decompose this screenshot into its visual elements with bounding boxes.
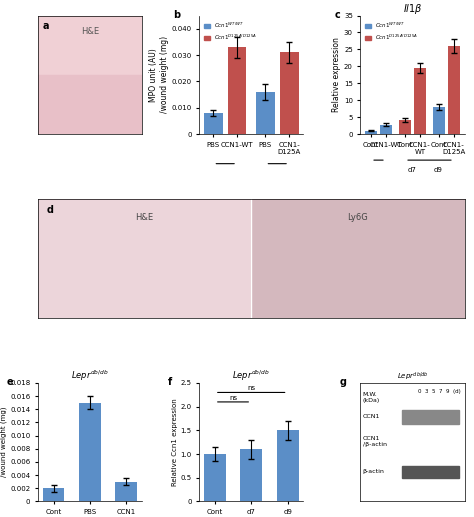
Text: 0  3  5  7  9  (d): 0 3 5 7 9 (d) <box>418 389 460 394</box>
Title: $Lepr^{db/db}$: $Lepr^{db/db}$ <box>71 369 109 383</box>
Bar <box>399 120 411 134</box>
Text: H&E: H&E <box>81 27 99 36</box>
Text: f: f <box>168 377 172 387</box>
Text: b: b <box>173 10 180 20</box>
Bar <box>256 92 275 134</box>
Y-axis label: MPO unit (AU)
/wound weight (mg): MPO unit (AU) /wound weight (mg) <box>149 36 169 113</box>
Bar <box>402 466 459 478</box>
Text: Ly6G: Ly6G <box>347 214 368 222</box>
Bar <box>433 107 445 134</box>
Bar <box>251 199 465 318</box>
Text: g: g <box>340 377 346 387</box>
Text: a: a <box>43 21 50 32</box>
Bar <box>448 46 460 134</box>
Bar <box>38 199 251 318</box>
Bar <box>115 482 137 501</box>
Bar <box>365 131 377 134</box>
Bar <box>277 430 299 501</box>
Legend: $Ccn1^{WT/WT}$, $Ccn1^{D125A/D125A}$: $Ccn1^{WT/WT}$, $Ccn1^{D125A/D125A}$ <box>363 18 420 44</box>
Bar <box>43 489 64 501</box>
Text: ns: ns <box>229 394 237 401</box>
Text: β-actin: β-actin <box>363 469 384 475</box>
Text: ns: ns <box>247 385 255 391</box>
Bar <box>228 47 246 134</box>
Text: $Lepr^{db/db}$: $Lepr^{db/db}$ <box>397 371 428 383</box>
Bar <box>414 68 426 134</box>
Text: M.W.
(kDa): M.W. (kDa) <box>363 392 380 403</box>
Title: $Il1\beta$: $Il1\beta$ <box>402 2 422 16</box>
Text: d7: d7 <box>408 167 417 173</box>
Title: $Lepr^{db/db}$: $Lepr^{db/db}$ <box>232 369 270 383</box>
Bar <box>38 75 142 134</box>
Bar <box>380 125 392 134</box>
Text: CCN1
/β-actin: CCN1 /β-actin <box>363 436 387 447</box>
Bar <box>280 52 299 134</box>
Bar <box>79 403 101 501</box>
Text: c: c <box>335 10 340 20</box>
Text: CCN1: CCN1 <box>363 414 380 419</box>
Text: H&E: H&E <box>136 214 154 222</box>
Bar <box>240 449 262 501</box>
Bar <box>38 16 142 75</box>
Text: e: e <box>7 377 13 387</box>
Text: d9: d9 <box>434 167 443 173</box>
Legend: $Ccn1^{WT/WT}$, $Ccn1^{D125A/D125A}$: $Ccn1^{WT/WT}$, $Ccn1^{D125A/D125A}$ <box>202 18 259 44</box>
Text: d: d <box>46 205 54 215</box>
Bar <box>204 113 223 134</box>
Y-axis label: MPO unit (AU)
/wound weight (mg): MPO unit (AU) /wound weight (mg) <box>0 407 7 478</box>
Bar <box>204 454 226 501</box>
Y-axis label: Relative expression: Relative expression <box>332 37 341 112</box>
Bar <box>402 410 459 424</box>
Y-axis label: Relative Ccn1 expression: Relative Ccn1 expression <box>172 399 178 486</box>
